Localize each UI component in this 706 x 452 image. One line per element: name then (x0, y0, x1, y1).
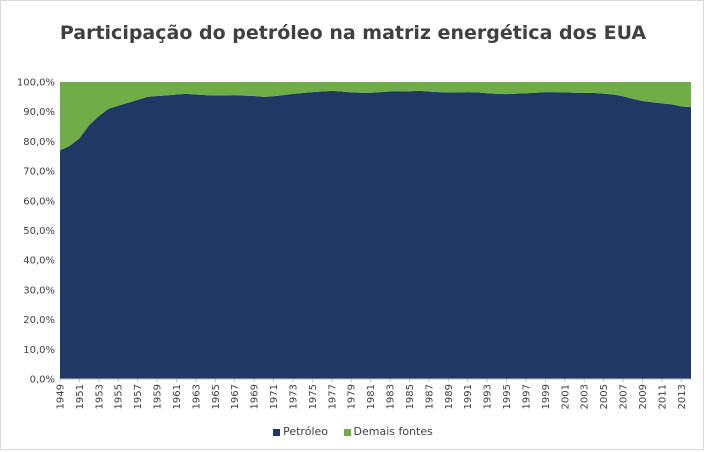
y-tick-label: 80,0% (23, 137, 55, 148)
x-tick-label: 1985 (405, 384, 416, 409)
x-tick-label: 2001 (560, 384, 571, 409)
legend-label-petroleo: Petróleo (283, 425, 328, 438)
x-axis-ticks: 1949 1951 1953 1955 1957 1959 1961 1963 1965 1967… (56, 379, 688, 409)
y-tick-label: 50,0% (23, 226, 55, 237)
x-tick-label: 1973 (288, 384, 299, 409)
y-tick-label: 90,0% (23, 107, 55, 118)
y-tick-label: 20,0% (23, 315, 55, 326)
x-tick-label: 1989 (444, 384, 455, 409)
x-tick-label: 1975 (308, 384, 319, 409)
area-series-petroleo (60, 90, 691, 379)
x-tick-label: 1949 (56, 384, 67, 409)
x-tick-label: 2009 (638, 384, 649, 409)
x-tick-label: 2003 (580, 384, 591, 409)
x-tick-label: 1987 (424, 384, 435, 409)
x-tick-label: 1995 (502, 384, 513, 409)
x-tick-label: 1991 (463, 384, 474, 409)
x-tick-label: 2013 (677, 384, 688, 409)
y-tick-label: 0,0% (30, 375, 55, 386)
chart-title: Participação do petróleo na matriz energ… (59, 22, 647, 44)
x-tick-label: 1999 (541, 384, 552, 409)
y-tick-label: 60,0% (23, 196, 55, 207)
x-tick-label: 1957 (133, 384, 144, 409)
legend-label-demais: Demais fontes (353, 425, 433, 438)
y-tick-label: 70,0% (23, 167, 55, 178)
legend-item-petroleo: Petróleo (273, 425, 328, 438)
x-tick-label: 1969 (250, 384, 261, 409)
legend-swatch-demais (343, 428, 351, 436)
legend-item-demais: Demais fontes (343, 425, 433, 438)
legend: Petróleo Demais fontes (0, 425, 706, 438)
area-series-demais-fontes (60, 82, 691, 151)
y-tick-label: 100,0% (17, 78, 55, 89)
x-tick-label: 1959 (153, 384, 164, 409)
x-tick-label: 1977 (327, 384, 338, 409)
x-tick-label: 1965 (211, 384, 222, 409)
x-tick-label: 2005 (599, 384, 610, 409)
x-tick-label: 1967 (230, 384, 241, 409)
x-tick-label: 1963 (191, 384, 202, 409)
y-axis-ticks: 0,0% 10,0% 20,0% 30,0% 40,0% 50,0% 60,0% 70,0% 8… (17, 78, 55, 386)
x-tick-label: 2007 (619, 384, 630, 409)
x-tick-label: 1997 (521, 384, 532, 409)
x-tick-label: 1961 (172, 384, 183, 409)
x-tick-label: 1983 (386, 384, 397, 409)
y-tick-label: 30,0% (23, 285, 55, 296)
legend-swatch-petroleo (273, 428, 281, 436)
x-tick-label: 1955 (114, 384, 125, 409)
x-tick-label: 1979 (347, 384, 358, 409)
y-tick-label: 10,0% (23, 345, 55, 356)
x-tick-label: 1981 (366, 384, 377, 409)
x-tick-label: 1951 (75, 384, 86, 409)
y-tick-label: 40,0% (23, 256, 55, 267)
x-tick-label: 2011 (657, 384, 668, 409)
x-tick-label: 1971 (269, 384, 280, 409)
area-layer (60, 82, 691, 379)
x-tick-label: 1993 (483, 384, 494, 409)
x-tick-label: 1953 (94, 384, 105, 409)
